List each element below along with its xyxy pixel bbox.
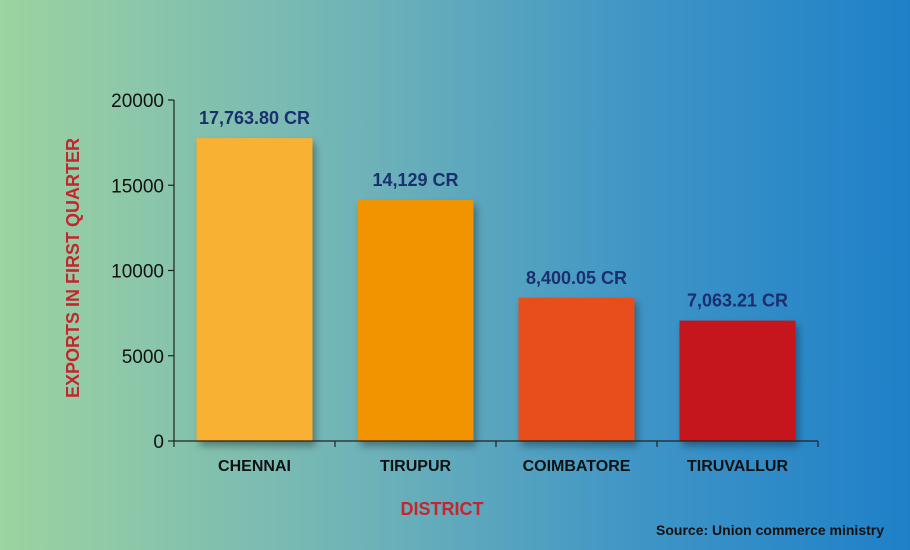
- category-label: CHENNAI: [218, 458, 291, 475]
- y-axis-title: EXPORTS IN FIRST QUARTER: [63, 138, 83, 398]
- value-label: 8,400.05 CR: [526, 268, 627, 288]
- bar-tiruvallur: [679, 320, 796, 441]
- y-tick-label: 20000: [111, 91, 164, 112]
- bar-chennai: [196, 138, 313, 442]
- category-label: TIRUPUR: [380, 458, 452, 475]
- y-tick-label: 10000: [111, 262, 164, 283]
- value-label: 17,763.80 CR: [199, 108, 310, 128]
- source-note: Source: Union commerce ministry: [656, 522, 884, 538]
- y-tick-label: 15000: [111, 176, 164, 197]
- category-label: TIRUVALLUR: [687, 458, 788, 475]
- value-label: 7,063.21 CR: [687, 291, 788, 311]
- category-label: COIMBATORE: [523, 458, 631, 475]
- bar-tirupur: [357, 200, 474, 441]
- y-tick-label: 0: [153, 432, 164, 453]
- bar-coimbatore: [518, 297, 635, 441]
- x-axis-title: DISTRICT: [401, 499, 484, 519]
- y-tick-label: 5000: [122, 347, 164, 368]
- value-label: 14,129 CR: [372, 170, 458, 190]
